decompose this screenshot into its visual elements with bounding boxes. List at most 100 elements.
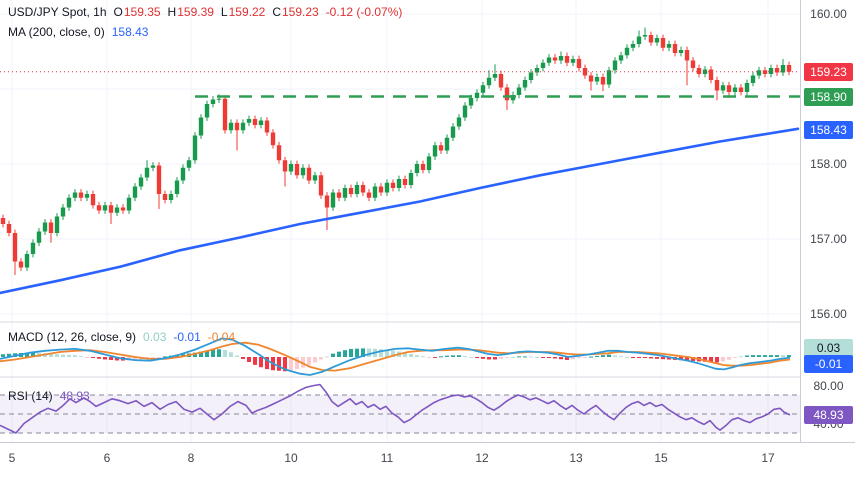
macd-histogram-bar [787,355,791,357]
candle-body [378,186,384,193]
candle-body [492,74,498,78]
time-axis[interactable]: 5 6 8 10 11 12 13 15 17 [0,442,855,480]
candle-body [642,35,648,37]
macd-histogram-bar [61,354,65,357]
candle-body [24,254,30,268]
candle-body [774,68,780,73]
macd-hist-value: 0.03 [143,330,167,344]
axis-tick-label: 80.00 [813,378,844,393]
candle-body [72,192,78,198]
macd-histogram-bar [31,352,35,357]
time-tick-label: 6 [103,451,111,465]
macd-histogram-bar [601,355,605,357]
candle-body [654,38,660,43]
macd-histogram-bar [235,355,239,357]
candle-body [216,98,222,100]
macd-legend-row[interactable]: MACD (12, 26, close, 9) 0.03 -0.01 -0.04 [8,330,235,344]
price-axis[interactable]: 160.00 158.00 157.00 156.00 80.00 40.00 159.23… [800,0,855,442]
macd-signal-value: -0.04 [207,330,236,344]
candle-body [162,194,168,200]
macd-histogram-bar [277,357,281,371]
candle-body [0,218,6,224]
candle-body [18,261,24,268]
macd-histogram-bar [283,357,287,372]
macd-histogram-bar [529,356,533,358]
candle-body [468,98,474,106]
axis-price-badge: 159.23 [804,63,853,81]
ma-legend-row[interactable]: MA (200, close, 0) 158.43 [8,25,148,39]
candle-body [414,164,420,173]
macd-histogram-bar [301,357,305,368]
macd-histogram-bar [409,353,413,357]
candle-body [606,70,612,85]
macd-label[interactable]: MACD (12, 26, close, 9) [8,330,137,344]
macd-histogram-bar [403,352,407,357]
candle-body [594,77,600,82]
candle-body [540,62,546,68]
ma-label[interactable]: MA (200, close, 0) [8,25,105,39]
ma-200-line [0,127,800,295]
macd-histogram-bar [415,355,419,357]
macd-histogram-bar [343,350,347,357]
time-tick-label: 11 [380,451,394,465]
candle-body [150,165,156,168]
symbol-legend-row[interactable]: USD/JPY Spot, 1h O 159.35 H 159.39 L 159.22… [8,5,402,19]
candle-body [108,205,114,213]
candle-body [264,120,270,133]
macd-histogram-bar [631,357,635,358]
candle-body [738,87,744,92]
candle-body [132,186,138,198]
candle-body [636,36,642,44]
candle-body [228,122,234,131]
candle-body [408,173,414,185]
macd-histogram-bar [775,355,779,357]
time-tick-label: 12 [475,451,489,465]
candle-body [672,44,678,53]
candle-body [78,192,84,198]
candle-body [384,182,390,193]
candle-body [552,57,558,61]
candle-body [366,192,372,198]
price-change: -0.12 (-0.07%) [325,5,403,19]
macd-histogram-bar [229,352,233,357]
candle-body [576,59,582,68]
symbol-title[interactable]: USD/JPY Spot, 1h [8,5,107,19]
macd-histogram-bar [541,357,545,358]
macd-histogram-bar [637,357,641,358]
candle-body [486,77,492,86]
candle-body [126,197,132,211]
macd-histogram-bar [721,357,725,362]
candle-body [696,68,702,74]
axis-tick-label: 158.00 [810,157,847,171]
candle-body [648,35,654,43]
time-tick-label: 13 [569,451,583,465]
macd-line [0,337,791,376]
macd-histogram-bar [565,357,569,360]
candle-body [318,175,324,196]
candle-body [732,87,738,92]
rsi-legend-row[interactable]: RSI (14) 48.93 [8,389,90,403]
macd-histogram-bar [433,357,437,358]
macd-histogram-bar [571,357,575,360]
candle-body [504,87,510,101]
rsi-label[interactable]: RSI (14) [8,389,53,403]
ma-value: 158.43 [111,25,149,39]
macd-histogram-bar [577,357,581,359]
candle-body [342,188,348,198]
candle-body [744,83,750,92]
macd-histogram-bar [547,357,551,358]
macd-histogram-bar [595,355,599,357]
candle-body [438,145,444,151]
macd-signal-line [0,341,791,372]
candle-body [36,231,42,243]
candle-body [480,85,486,93]
candle-body [282,160,288,172]
candle-body [144,167,150,178]
candle-body [252,119,258,125]
macd-histogram-bar [643,357,647,359]
candle-body [174,180,180,194]
macd-histogram-bar [313,357,317,363]
macd-histogram-bar [223,350,227,357]
candle-body [666,44,672,48]
